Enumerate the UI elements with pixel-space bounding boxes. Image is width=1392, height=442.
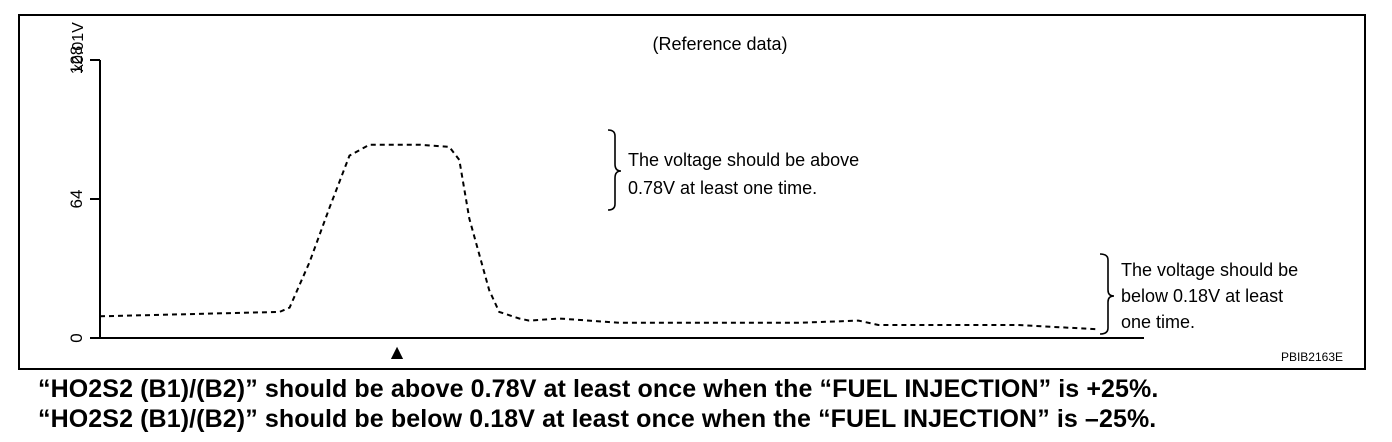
lower-annotation-line-3: one time. <box>1121 312 1195 332</box>
series-line <box>99 143 1099 331</box>
lower-annotation-line-1: The voltage should be <box>1121 260 1298 280</box>
trigger-marker: ▲ <box>391 342 404 361</box>
y-tick-label-64: 64 <box>67 190 86 209</box>
chart-frame: x0.01V 128 64 0 (Reference data) ▲ The v… <box>18 14 1366 370</box>
upper-annotation-line-2: 0.78V at least one time. <box>628 178 817 198</box>
figure-id: PBIB2163E <box>1281 350 1343 364</box>
upper-annotation-line-1: The voltage should be above <box>628 150 859 170</box>
chart-svg: x0.01V 128 64 0 (Reference data) ▲ The v… <box>67 22 1343 364</box>
chart-title: (Reference data) <box>652 34 787 54</box>
y-tick-label-0: 0 <box>67 333 86 342</box>
chart-axes <box>90 59 1144 339</box>
caption-line-1: “HO2S2 (B1)/(B2)” should be above 0.78V … <box>38 375 1159 403</box>
lower-annotation-brace <box>1099 253 1115 335</box>
caption-line-2: “HO2S2 (B1)/(B2)” should be below 0.18V … <box>38 405 1157 433</box>
y-tick-label-128: 128 <box>67 46 86 74</box>
upper-annotation-brace <box>607 129 622 211</box>
y-axis-label: x0.01V <box>70 22 87 72</box>
lower-annotation-line-2: below 0.18V at least <box>1121 286 1283 306</box>
